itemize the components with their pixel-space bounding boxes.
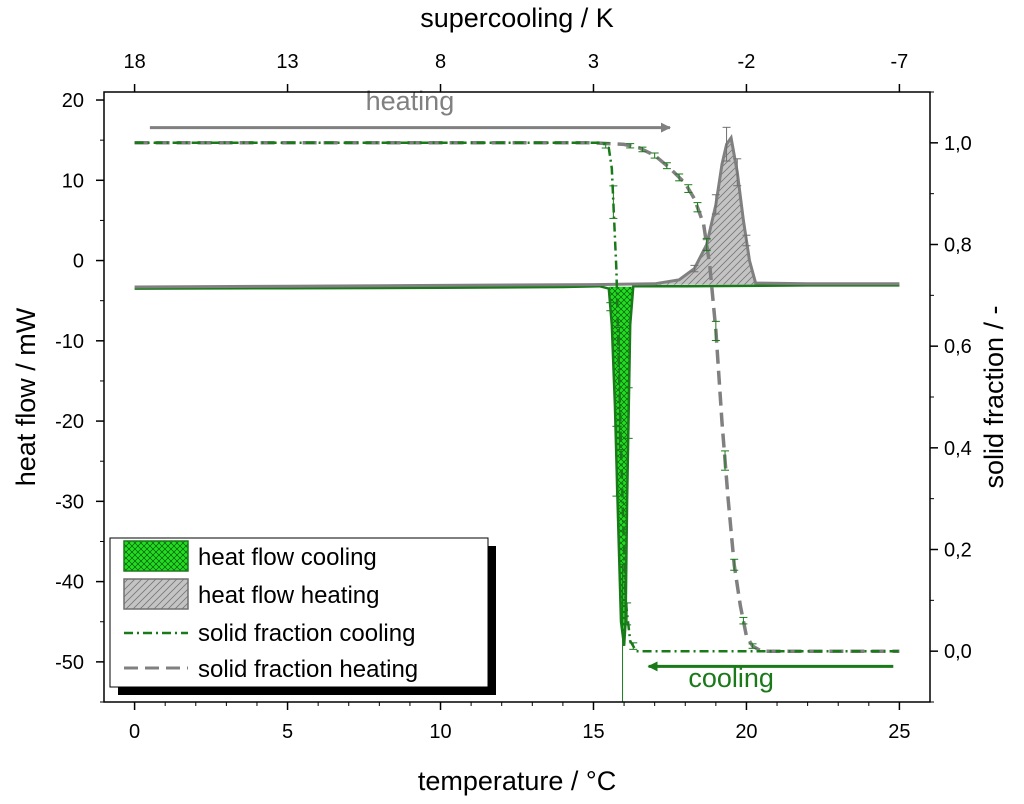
x-axis-label: temperature / °C [418, 766, 616, 796]
x-tick-label-5: 25 [888, 721, 910, 743]
x2-tick-label-4: -2 [738, 51, 756, 73]
x2-tick-label-1: 13 [276, 51, 298, 73]
axes-layer: 0 5 10 15 20 25 18 13 8 3 -2 -7 20 10 0 -10 -20 -30 -40 -50… [55, 51, 972, 743]
x-tick-label-0: 0 [129, 721, 140, 743]
legend-label-3: solid fraction heating [198, 656, 418, 683]
y-tick-label-5: -30 [55, 491, 84, 513]
heat-flow-heating-area [654, 137, 756, 285]
x-tick-label-1: 5 [282, 721, 293, 743]
y2-tick-label-1: 0,8 [944, 235, 972, 257]
solid-fraction-heating-line [134, 141, 900, 653]
solid-fraction-cooling-line [134, 141, 900, 653]
y-tick-label-2: 0 [73, 251, 84, 273]
x2-tick-label-3: 3 [588, 51, 599, 73]
y-tick-label-0: 20 [62, 90, 84, 112]
annotation-text-0: heating [366, 86, 455, 116]
annotation-layer: heating cooling [149, 86, 894, 693]
y2-tick-label-5: 0,0 [944, 641, 972, 663]
y-tick-label-1: 10 [62, 170, 84, 192]
y-tick-label-6: -40 [55, 572, 84, 594]
legend-swatch-heating [123, 578, 189, 610]
legend-label-2: solid fraction cooling [198, 620, 415, 647]
legend-label-1: heat flow heating [198, 582, 379, 609]
annotation-text-1: cooling [688, 663, 774, 693]
y2-tick-label-2: 0,6 [944, 336, 972, 358]
x2-tick-label-2: 8 [435, 51, 446, 73]
series-layer [134, 126, 900, 702]
x-tick-label-2: 10 [429, 721, 451, 743]
plot-area [134, 126, 900, 702]
heat-flow-heating-line [134, 133, 900, 289]
x2-tick-label-0: 18 [123, 51, 145, 73]
y-tick-label-7: -50 [55, 652, 84, 674]
legend-swatch-cooling [123, 540, 189, 572]
x2-tick-label-5: -7 [891, 51, 909, 73]
x-tick-label-3: 15 [582, 721, 604, 743]
y2-tick-label-0: 1,0 [944, 133, 972, 155]
legend: heat flow cooling heat flow heating soli… [109, 537, 496, 695]
heat-flow-cooling-line [134, 284, 900, 646]
x2-axis-label: supercooling / K [420, 3, 614, 33]
y2-axis-label: solid fraction / - [979, 305, 1009, 488]
y-axis-label: heat flow / mW [11, 307, 41, 486]
y2-tick-label-3: 0,4 [944, 438, 972, 460]
y-tick-label-3: -10 [55, 331, 84, 353]
y-tick-label-4: -20 [55, 411, 84, 433]
y2-tick-label-4: 0,2 [944, 540, 972, 562]
x-tick-label-4: 20 [735, 721, 757, 743]
legend-label-0: heat flow cooling [198, 544, 377, 571]
